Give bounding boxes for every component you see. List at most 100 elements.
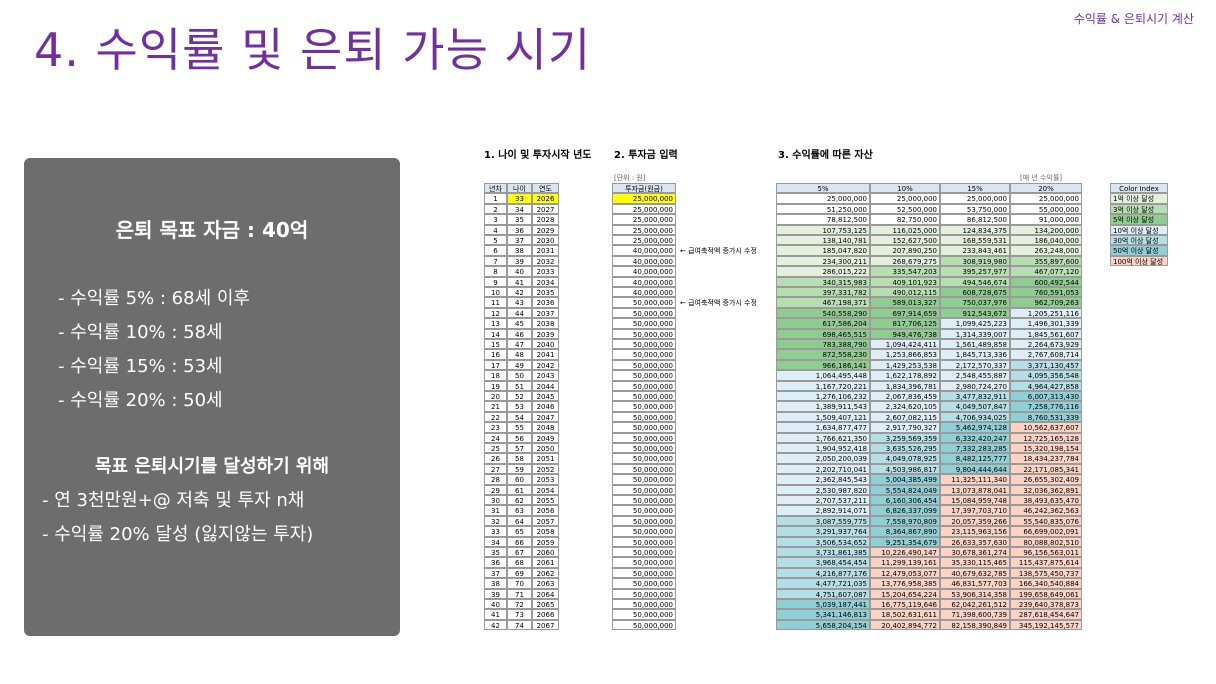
asset-cell: 26,655,302,409 [1010,474,1082,485]
color-index-item: 5억 이상 달성 [1110,214,1168,225]
index-cell: 37 [507,235,532,246]
asset-cell: 287,618,454,647 [1010,609,1082,620]
index-cell: 2036 [532,297,559,308]
index-cell: 27 [484,463,507,475]
index-cell: 54 [507,411,532,423]
asset-cell: 608,728,675 [940,287,1010,298]
asset-cell: 15,204,654,224 [870,588,940,599]
index-cell: 2035 [532,287,559,298]
asset-cell: 185,047,820 [776,245,870,256]
index-cell: 28 [484,474,507,485]
asset-cell: 467,198,371 [776,297,870,308]
asset-cell: 4,503,986,817 [870,463,940,475]
index-cell: 37 [484,567,507,579]
asset-cell: 46,242,362,563 [1010,505,1082,516]
asset-cell: 3,291,937,764 [776,526,870,537]
investment-cell: 50,000,000 [612,578,676,589]
investment-cell: 50,000,000 [612,609,676,620]
asset-cell: 199,658,649,061 [1010,588,1082,599]
asset-cell: 15,320,198,154 [1010,443,1082,454]
index-cell: 48 [507,349,532,360]
plan-line: - 수익률 20% 달성 (잃지않는 투자) [42,524,314,545]
index-cell: 2050 [532,443,559,454]
index-cell: 16 [484,349,507,360]
asset-cell: 20,057,359,266 [940,515,1010,527]
summary-line: - 수익률 10% : 58세 [58,322,223,343]
asset-cell: 817,706,125 [870,318,940,329]
index-cell: 20 [484,391,507,402]
asset-cell: 11,325,111,340 [940,474,1010,485]
asset-cell: 124,834,375 [940,224,1010,235]
asset-cell: 4,216,877,176 [776,567,870,579]
asset-cell: 25,000,000 [940,193,1010,204]
investment-cell: 50,000,000 [612,318,676,329]
investment-cell: 50,000,000 [612,422,676,433]
index-cell: 7 [484,255,507,267]
investment-cell: 25,000,000 [612,235,676,246]
index-cell: 2049 [532,432,559,443]
index-cell: 26 [484,453,507,464]
investment-cell: 50,000,000 [612,557,676,568]
investment-cell: 50,000,000 [612,536,676,547]
index-cell: 29 [484,484,507,495]
index-cell: 22 [484,411,507,423]
asset-cell: 2,980,724,270 [940,380,1010,391]
summary-line: - 수익률 5% : 68세 이후 [58,288,250,309]
asset-cell: 2,892,914,071 [776,505,870,516]
index-cell: 2064 [532,588,559,599]
investment-cell: 50,000,000 [612,505,676,516]
asset-cell: 1,766,621,350 [776,432,870,443]
color-index-item: 1억 이상 달성 [1110,193,1168,204]
asset-cell: 13,776,958,385 [870,578,940,589]
investment-cell: 50,000,000 [612,619,676,631]
index-cell: 21 [484,401,507,412]
index-cell: 36 [484,557,507,568]
index-cell: 2037 [532,307,559,319]
asset-cell: 55,540,835,076 [1010,515,1082,527]
index-cell: 45 [507,318,532,329]
asset-cell: 335,547,203 [870,266,940,277]
index-cell: 2026 [532,193,559,204]
investment-cell: 50,000,000 [612,391,676,402]
index-cell: 74 [507,619,532,631]
asset-cell: 3,371,130,457 [1010,359,1082,371]
asset-cell: 966,186,141 [776,359,870,371]
section-label: 1. 나이 및 투자시작 년도 [484,150,592,161]
column-header: 연도 [532,183,559,193]
index-cell: 2067 [532,619,559,631]
row-note: ← 급여축적액 증가시 수정 [680,247,757,256]
index-cell: 2061 [532,557,559,568]
index-cell: 52 [507,391,532,402]
asset-cell: 168,559,531 [940,235,1010,246]
investment-cell: 40,000,000 [612,287,676,298]
column-header: 15% [940,183,1010,193]
asset-cell: 4,095,356,548 [1010,370,1082,381]
asset-cell: 1,205,251,116 [1010,307,1082,319]
investment-cell: 50,000,000 [612,432,676,443]
asset-cell: 467,077,120 [1010,266,1082,277]
index-cell: 40 [507,266,532,277]
asset-cell: 1,064,495,448 [776,370,870,381]
index-cell: 8 [484,266,507,277]
asset-cell: 1,389,911,543 [776,401,870,412]
investment-cell: 25,000,000 [612,214,676,225]
asset-cell: 38,493,635,470 [1010,495,1082,506]
asset-cell: 2,264,673,929 [1010,339,1082,350]
index-cell: 2051 [532,453,559,464]
asset-cell: 18,434,237,784 [1010,453,1082,464]
asset-cell: 78,812,500 [776,214,870,225]
investment-cell: 50,000,000 [612,599,676,610]
asset-cell: 23,115,963,156 [940,526,1010,537]
asset-cell: 17,397,703,710 [940,505,1010,516]
asset-cell: 3,968,454,454 [776,557,870,568]
investment-cell: 25,000,000 [612,193,676,204]
asset-cell: 2,172,570,337 [940,359,1010,371]
index-cell: 70 [507,578,532,589]
index-cell: 2030 [532,235,559,246]
index-cell: 34 [507,203,532,215]
investment-cell: 50,000,000 [612,359,676,371]
index-cell: 18 [484,370,507,381]
asset-cell: 340,315,983 [776,276,870,287]
asset-cell: 62,042,261,512 [940,599,1010,610]
asset-cell: 1,561,489,858 [940,339,1010,350]
